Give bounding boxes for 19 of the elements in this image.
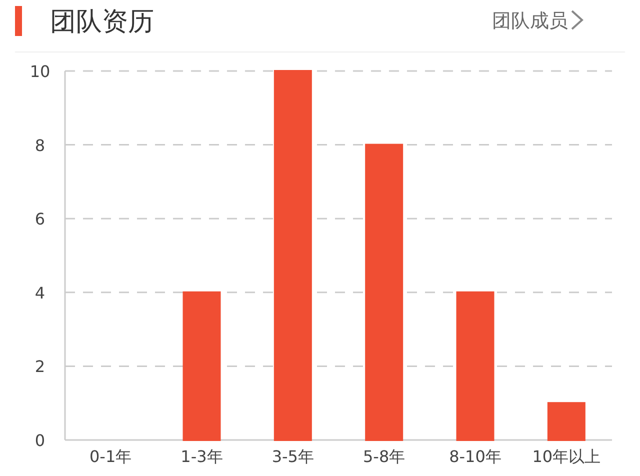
- bar: [365, 144, 404, 441]
- y-tick-label: 10: [30, 62, 50, 81]
- y-tick-label: 8: [34, 136, 46, 155]
- bar: [547, 402, 586, 441]
- x-tick-label: 3-5年: [272, 447, 314, 466]
- bar: [182, 291, 221, 441]
- bar: [456, 291, 494, 441]
- x-tick-label: 0-1年: [90, 447, 132, 466]
- x-tick-label: 8-10年: [449, 447, 502, 466]
- bar: [274, 70, 312, 441]
- y-tick-label: 2: [34, 357, 46, 376]
- y-tick-label: 0: [34, 431, 46, 450]
- chart-title: 团队资历: [50, 7, 154, 37]
- y-tick-label: 4: [34, 283, 46, 302]
- y-tick-label: 6: [34, 210, 46, 229]
- x-tick-label: 1-3年: [180, 447, 223, 466]
- x-tick-label: 5-8年: [363, 447, 406, 466]
- x-tick-label: 10年以上: [532, 447, 601, 466]
- text: 团队成员: [492, 10, 568, 32]
